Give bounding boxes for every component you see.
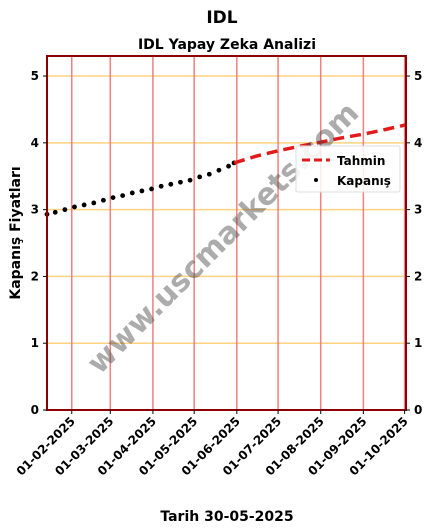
x-axis-label: Tarih 30-05-2025: [160, 509, 293, 525]
kapanis-point: [139, 188, 145, 194]
legend-kapanis-swatch: [314, 178, 318, 182]
y-tick-label-left: 3: [31, 203, 39, 217]
kapanis-point: [149, 186, 154, 192]
y-tick-label-right: 5: [414, 69, 422, 83]
y-tick-label-right: 2: [414, 269, 422, 283]
kapanis-point: [206, 171, 212, 177]
legend: Tahmin Kapanış: [295, 145, 401, 193]
kapanis-point: [62, 207, 68, 213]
legend-tahmin-label: Tahmin: [337, 154, 385, 168]
watermark: www.uscmarkets.com: [81, 96, 366, 381]
tahmin-line: [233, 123, 407, 165]
chart-title: IDL: [206, 8, 237, 28]
y-tick-label-right: 1: [414, 336, 422, 350]
legend-box: [295, 145, 401, 193]
kapanis-point: [72, 204, 77, 210]
kapanis-point: [91, 200, 97, 206]
y-tick-label-left: 4: [31, 136, 39, 150]
kapanis-point: [187, 177, 193, 183]
y-tick-label-left: 1: [31, 336, 39, 350]
kapanis-point: [129, 190, 135, 196]
y-tick-label-right: 3: [414, 203, 422, 217]
y-tick-label-right: 0: [414, 403, 422, 417]
kapanis-point: [110, 195, 116, 201]
legend-kapanis-label: Kapanış: [337, 174, 391, 188]
kapanis-point: [158, 183, 164, 189]
y-tick-label-right: 4: [414, 136, 422, 150]
chart-subtitle: IDL Yapay Zeka Analizi: [138, 37, 316, 53]
kapanis-point: [168, 181, 174, 187]
kapanis-point: [120, 193, 126, 198]
grid: [47, 56, 406, 410]
y-tick-label-left: 5: [31, 69, 39, 83]
kapanis-point: [178, 179, 183, 185]
y-axis-label: Kapanış Fiyatları: [8, 166, 24, 299]
plot-frame: [46, 55, 407, 411]
kapanis-point: [197, 174, 203, 180]
kapanis-point: [81, 202, 87, 208]
kapanis-point: [216, 167, 222, 173]
kapanis-point: [100, 197, 106, 203]
y-tick-label-left: 0: [31, 403, 39, 417]
kapanis-point: [52, 209, 58, 215]
kapanis-point: [226, 163, 231, 169]
y-tick-label-left: 2: [31, 269, 39, 283]
series-layer: [44, 123, 407, 217]
